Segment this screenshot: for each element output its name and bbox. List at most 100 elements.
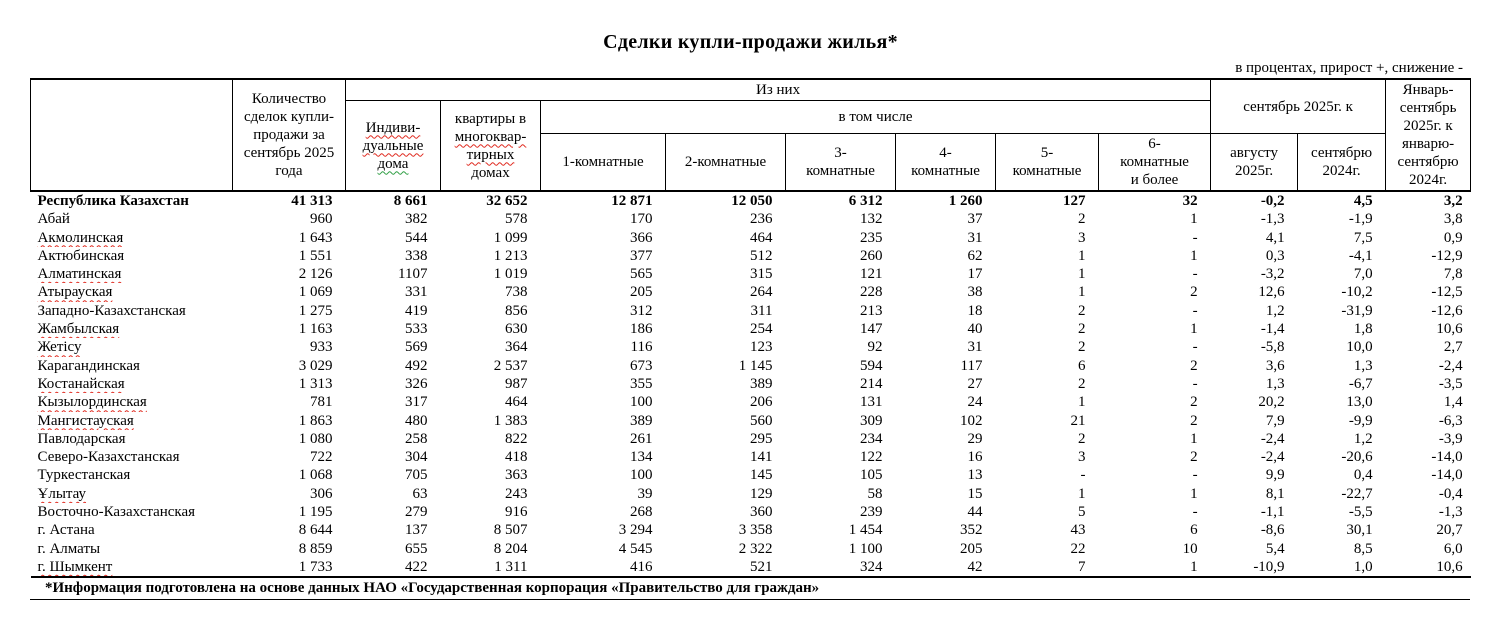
value-cell: 705 xyxy=(405,467,428,484)
value-cell: 134 xyxy=(630,449,653,466)
value-cell: 1 100 xyxy=(848,540,883,557)
table-row: Алматинская 2 126 1107 1 019 565 315 121 17 1 - -3… xyxy=(31,265,1471,283)
value-cell: 105 xyxy=(860,467,883,484)
value-cell: 260 xyxy=(860,247,883,264)
value-cell: 419 xyxy=(405,302,428,319)
value-cell: 20,2 xyxy=(1258,394,1285,411)
value-cell: 127 xyxy=(1063,193,1086,209)
value-cell: - xyxy=(1192,266,1198,283)
value-cell: 389 xyxy=(630,412,653,429)
value-cell: 261 xyxy=(630,430,653,447)
value-cell: 1 xyxy=(1190,211,1198,228)
region-cell: Атырауская xyxy=(37,284,113,301)
value-cell: 673 xyxy=(630,357,653,374)
value-cell: 512 xyxy=(750,247,773,264)
value-cell: 44 xyxy=(967,504,983,521)
region-cell: г. Алматы xyxy=(37,540,101,557)
value-cell: 4,1 xyxy=(1265,229,1285,246)
value-cell: 7,9 xyxy=(1265,412,1285,429)
region-cell: Абай xyxy=(37,211,70,228)
value-cell: 0,9 xyxy=(1443,229,1463,246)
table-row: Акмолинская 1 643 544 1 099 366 464 235 31 3 - 4,1… xyxy=(31,229,1471,247)
value-cell: 243 xyxy=(505,485,528,502)
value-cell: 1 xyxy=(1078,266,1086,283)
value-cell: 129 xyxy=(750,485,773,502)
value-cell: 309 xyxy=(860,412,883,429)
table-row: Туркестанская 1 068 705 363 100 145 105 13 - - 9,9… xyxy=(31,466,1471,484)
value-cell: 170 xyxy=(630,211,653,228)
header-apartments: квартиры в многоквар-тирных домах xyxy=(440,100,541,192)
value-cell: 1 xyxy=(1190,321,1198,338)
value-cell: 6 312 xyxy=(848,193,883,209)
value-cell: 7,0 xyxy=(1353,266,1373,283)
value-cell: 8 661 xyxy=(393,193,428,209)
value-cell: 324 xyxy=(785,557,896,579)
value-cell: 268 xyxy=(630,504,653,521)
value-cell: 5,4 xyxy=(1265,540,1285,557)
value-cell: 2 xyxy=(1078,321,1086,338)
page-title: Сделки купли-продажи жилья* xyxy=(603,31,898,53)
region-cell: Мангистауская xyxy=(37,412,134,429)
value-cell: 916 xyxy=(505,504,528,521)
value-cell: 31 xyxy=(967,339,983,356)
value-cell: 7 xyxy=(995,557,1099,579)
value-cell: 186 xyxy=(630,321,653,338)
value-cell: 42 xyxy=(895,557,996,579)
value-cell: 4,5 xyxy=(1353,193,1373,209)
value-cell: 3,2 xyxy=(1443,193,1463,209)
value-cell: 492 xyxy=(405,357,428,374)
value-cell: 121 xyxy=(860,266,883,283)
value-cell: 1 xyxy=(1190,430,1198,447)
value-cell: 32 652 xyxy=(486,193,528,209)
value-cell: 1 xyxy=(1078,394,1086,411)
value-cell: 1 163 xyxy=(298,321,333,338)
value-cell: 781 xyxy=(310,394,333,411)
value-cell: 39 xyxy=(637,485,653,502)
value-cell: 5 xyxy=(1078,504,1086,521)
table-row: Восточно-Казахстанская 1 195 279 916 268 360 2… xyxy=(31,503,1471,521)
value-cell: 8 859 xyxy=(298,540,333,557)
value-cell: 12 050 xyxy=(731,193,773,209)
header-rooms-4: 4- комнатные xyxy=(895,133,996,192)
table-row: г. Алматы 8 859 655 8 204 4 545 2 322 1 100 205… xyxy=(31,540,1471,558)
value-cell: 12 871 xyxy=(611,193,653,209)
individual-houses-label-rest: дома xyxy=(377,155,409,172)
value-cell: -3,2 xyxy=(1260,266,1285,283)
value-cell: 352 xyxy=(960,522,983,539)
table-row: Кызылординская 781 317 464 100 206 131 24 1 2 20,2… xyxy=(31,393,1471,411)
value-cell: 856 xyxy=(505,302,528,319)
table-row: г. Астана 8 644 137 8 507 3 294 3 358 1 454 352… xyxy=(31,521,1471,539)
value-cell: 304 xyxy=(405,449,428,466)
value-cell: 236 xyxy=(750,211,773,228)
value-cell: 364 xyxy=(505,339,528,356)
value-cell: 377 xyxy=(630,247,653,264)
table-row: Западно-Казахстанская 1 275 419 856 312 311 21… xyxy=(31,302,1471,320)
value-cell: 2 322 xyxy=(738,540,773,557)
value-cell: 8,5 xyxy=(1353,540,1373,557)
value-cell: 363 xyxy=(505,467,528,484)
value-cell: 1 019 xyxy=(493,266,528,283)
value-cell: 1 xyxy=(1190,247,1198,264)
value-cell: 214 xyxy=(860,375,883,392)
value-cell: -2,4 xyxy=(1438,357,1463,374)
value-cell: 1 383 xyxy=(493,412,528,429)
value-cell: 147 xyxy=(860,321,883,338)
value-cell: 131 xyxy=(860,394,883,411)
table-row: Абай 960 382 578 170 236 132 37 2 1 -1,3 -1,9 3,8 xyxy=(31,210,1471,228)
value-cell: 2 xyxy=(1078,211,1086,228)
value-cell: 722 xyxy=(310,449,333,466)
value-cell: 331 xyxy=(405,284,428,301)
value-cell: -6,3 xyxy=(1438,412,1463,429)
value-cell: 7,5 xyxy=(1353,229,1373,246)
value-cell: -5,8 xyxy=(1260,339,1285,356)
value-cell: -2,4 xyxy=(1260,449,1285,466)
table-row: Павлодарская 1 080 258 822 261 295 234 29 2 1 -2,4… xyxy=(31,430,1471,448)
value-cell: 1 099 xyxy=(493,229,528,246)
value-cell: 312 xyxy=(630,302,653,319)
region-cell: Ұлытау xyxy=(37,485,87,502)
region-cell: Костанайская xyxy=(37,375,125,392)
value-cell: -12,9 xyxy=(1431,247,1463,264)
table-row: г. Шымкент 1 733 422 1 311 416 521 324 42 7 1 -10,… xyxy=(30,557,1471,579)
header-rooms-2: 2-комнатные xyxy=(665,133,786,192)
value-cell: -31,9 xyxy=(1341,302,1373,319)
